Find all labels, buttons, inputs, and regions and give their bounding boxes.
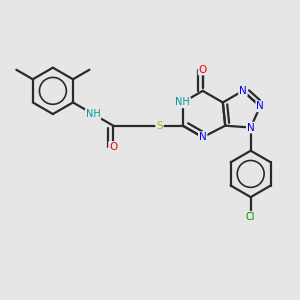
Text: Cl: Cl [246, 212, 255, 222]
Text: N: N [247, 122, 255, 133]
Text: N: N [239, 86, 247, 96]
Text: NH: NH [86, 109, 101, 119]
Text: N: N [199, 132, 207, 142]
Text: O: O [199, 64, 207, 74]
Text: S: S [156, 121, 163, 130]
Text: NH: NH [175, 98, 190, 107]
Text: N: N [256, 101, 264, 111]
Text: O: O [109, 142, 117, 152]
